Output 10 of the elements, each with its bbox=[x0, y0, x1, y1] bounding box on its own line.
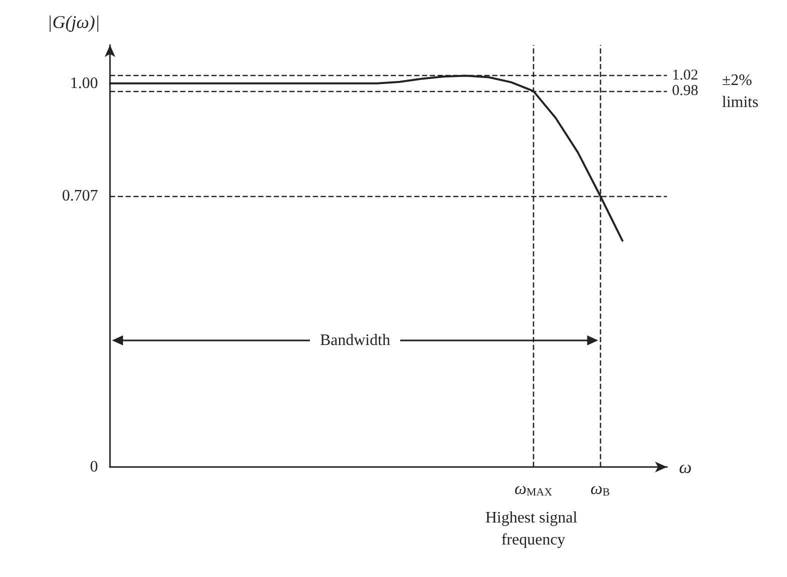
annotation: Bandwidth bbox=[320, 332, 390, 349]
y-tick-label: 0.707 bbox=[62, 187, 98, 204]
x-axis-title: ω bbox=[679, 457, 692, 477]
y-axis-title: |G(jω)| bbox=[47, 12, 100, 32]
ref-line-label: 1.02 bbox=[672, 68, 698, 84]
ref-line-label: 0.98 bbox=[672, 83, 698, 100]
text: ±2% limits bbox=[722, 72, 758, 112]
annotation: Highest signal frequency bbox=[485, 510, 582, 548]
y-tick-label: 1.00 bbox=[70, 74, 98, 92]
y-tick-label: 0 bbox=[90, 458, 98, 476]
